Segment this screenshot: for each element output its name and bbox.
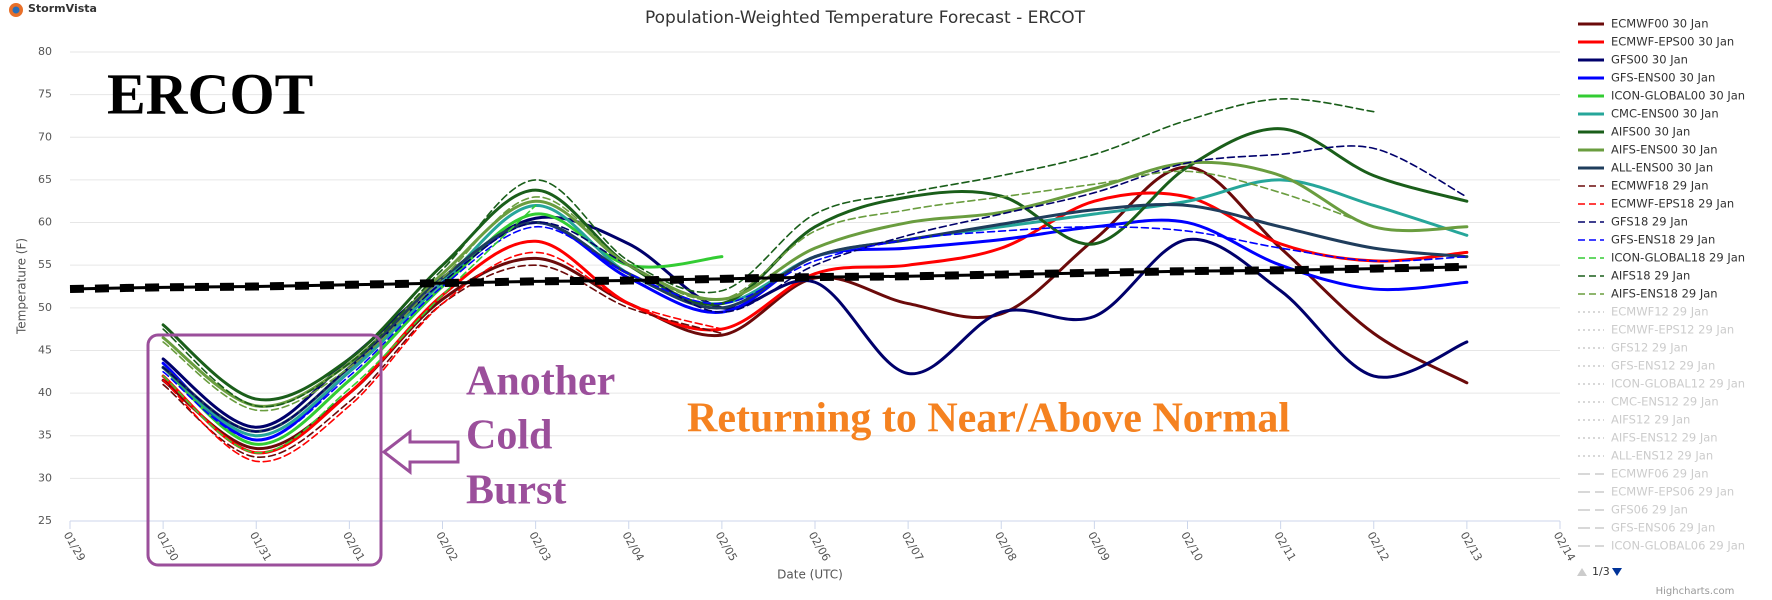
series-line: [161, 191, 1469, 455]
legend-label: GFS00 30 Jan: [1611, 53, 1688, 67]
legend-item[interactable]: ALL-ENS12 29 Jan: [1578, 449, 1713, 463]
legend-label: ECMWF-EPS18 29 Jan: [1611, 197, 1734, 211]
legend-label: ECMWF12 29 Jan: [1611, 305, 1709, 319]
legend-label: ECMWF18 29 Jan: [1611, 179, 1709, 193]
y-tick-label: 35: [38, 429, 52, 442]
legend-item[interactable]: GFS-ENS00 30 Jan: [1578, 71, 1715, 85]
legend-label: AIFS18 29 Jan: [1611, 269, 1690, 283]
legend-item[interactable]: ICON-GLOBAL06 29 Jan: [1578, 539, 1745, 553]
legend-label: GFS-ENS12 29 Jan: [1611, 359, 1715, 373]
legend-label: ECMWF-EPS12 29 Jan: [1611, 323, 1734, 337]
y-tick-label: 75: [38, 88, 52, 101]
credit[interactable]: Highcharts.com: [1656, 586, 1735, 597]
legend-label: ICON-GLOBAL00 30 Jan: [1611, 89, 1745, 103]
legend-label: GFS-ENS00 30 Jan: [1611, 71, 1715, 85]
legend-item[interactable]: ICON-GLOBAL00 30 Jan: [1578, 89, 1745, 103]
legend-label: GFS-ENS18 29 Jan: [1611, 233, 1715, 247]
legend-item[interactable]: GFS18 29 Jan: [1578, 215, 1688, 229]
highlight-box: [146, 333, 383, 567]
legend-label: AIFS-ENS18 29 Jan: [1611, 287, 1718, 301]
series-line: [161, 127, 1469, 402]
series-line: [162, 98, 1375, 408]
legend-item[interactable]: ECMWF00 30 Jan: [1578, 17, 1709, 31]
legend-label: GFS06 29 Jan: [1611, 503, 1688, 517]
legend-item[interactable]: ALL-ENS00 30 Jan: [1578, 161, 1713, 175]
legend-label: AIFS-ENS12 29 Jan: [1611, 431, 1718, 445]
legend-item[interactable]: CMC-ENS12 29 Jan: [1578, 395, 1719, 409]
legend-label: ECMWF-EPS06 29 Jan: [1611, 485, 1734, 499]
y-tick-label: 30: [38, 471, 52, 484]
legend-item[interactable]: AIFS-ENS18 29 Jan: [1578, 287, 1718, 301]
y-axis-label: Temperature (F): [15, 238, 29, 335]
legend-item[interactable]: GFS-ENS18 29 Jan: [1578, 233, 1715, 247]
y-tick-label: 70: [38, 130, 52, 143]
legend-item[interactable]: ICON-GLOBAL18 29 Jan: [1578, 251, 1745, 265]
legend-label: GFS-ENS06 29 Jan: [1611, 521, 1715, 535]
y-tick-label: 55: [38, 258, 52, 271]
x-axis-label: Date (UTC): [777, 568, 843, 582]
legend-item[interactable]: ECMWF-EPS12 29 Jan: [1578, 323, 1734, 337]
cold-label: Cold: [466, 413, 552, 459]
cold-label: Another: [466, 359, 615, 405]
legend-item[interactable]: AIFS18 29 Jan: [1578, 269, 1690, 283]
legend-label: AIFS00 30 Jan: [1611, 125, 1690, 139]
legend-label: ECMWF06 29 Jan: [1611, 467, 1709, 481]
y-tick-label: 80: [38, 45, 52, 58]
legend-label: ALL-ENS12 29 Jan: [1611, 449, 1713, 463]
y-tick-label: 45: [38, 343, 52, 356]
legend-item[interactable]: ECMWF06 29 Jan: [1578, 467, 1709, 481]
legend-item[interactable]: AIFS12 29 Jan: [1578, 413, 1690, 427]
legend-label: ICON-GLOBAL18 29 Jan: [1611, 251, 1745, 265]
legend-item[interactable]: AIFS00 30 Jan: [1578, 125, 1690, 139]
legend-item[interactable]: GFS-ENS12 29 Jan: [1578, 359, 1715, 373]
logo: StormVista: [28, 2, 97, 15]
legend-label: AIFS12 29 Jan: [1611, 413, 1690, 427]
legend-item[interactable]: ECMWF-EPS06 29 Jan: [1578, 485, 1734, 499]
y-tick-label: 65: [38, 173, 52, 186]
chart-title: Population-Weighted Temperature Forecast…: [645, 8, 1086, 28]
normal-line-dash: [69, 262, 1467, 294]
series-line: [162, 204, 537, 454]
legend-item[interactable]: GFS12 29 Jan: [1578, 341, 1688, 355]
legend-label: ICON-GLOBAL12 29 Jan: [1611, 377, 1745, 391]
y-tick-label: 60: [38, 216, 52, 229]
legend-label: CMC-ENS00 30 Jan: [1611, 107, 1719, 121]
legend-item[interactable]: ECMWF12 29 Jan: [1578, 305, 1709, 319]
y-tick-label: 50: [38, 301, 52, 314]
legend-label: ECMWF-EPS00 30 Jan: [1611, 35, 1734, 49]
legend-label: ICON-GLOBAL06 29 Jan: [1611, 539, 1745, 553]
pager-down[interactable]: [1612, 568, 1622, 576]
arrow: [381, 428, 460, 476]
plot: [69, 98, 1469, 463]
pager-up[interactable]: [1577, 568, 1587, 576]
legend-label: GFS18 29 Jan: [1611, 215, 1688, 229]
legend-item[interactable]: ECMWF-EPS18 29 Jan: [1578, 197, 1734, 211]
legend-label: AIFS-ENS00 30 Jan: [1611, 143, 1718, 157]
legend-item[interactable]: AIFS-ENS00 30 Jan: [1578, 143, 1718, 157]
outlook-label: Returning to Near/Above Normal: [687, 396, 1290, 442]
legend-label: ECMWF00 30 Jan: [1611, 17, 1709, 31]
legend-item[interactable]: GFS00 30 Jan: [1578, 53, 1688, 67]
legend-item[interactable]: CMC-ENS00 30 Jan: [1578, 107, 1719, 121]
logo-icon-inner: [12, 6, 20, 14]
legend-item[interactable]: GFS06 29 Jan: [1578, 503, 1688, 517]
legend-label: ALL-ENS00 30 Jan: [1611, 161, 1713, 175]
y-tick-label: 40: [38, 386, 52, 399]
legend-label: GFS12 29 Jan: [1611, 341, 1688, 355]
y-tick-label: 25: [38, 514, 52, 527]
cold-label: Burst: [466, 468, 566, 514]
legend-item[interactable]: ECMWF-EPS00 30 Jan: [1578, 35, 1734, 49]
legend-item[interactable]: ICON-GLOBAL12 29 Jan: [1578, 377, 1745, 391]
series-line: [162, 251, 723, 463]
series-line: [162, 170, 1375, 412]
legend-item[interactable]: ECMWF18 29 Jan: [1578, 179, 1709, 193]
region-label: ERCOT: [107, 61, 313, 126]
legend-item[interactable]: GFS-ENS06 29 Jan: [1578, 521, 1715, 535]
legend-item[interactable]: AIFS-ENS12 29 Jan: [1578, 431, 1718, 445]
legend-pager: 1/3: [1592, 565, 1610, 578]
legend: ECMWF00 30 Jan ECMWF-EPS00 30 Jan GFS00 30…: [1578, 17, 1745, 553]
legend-label: CMC-ENS12 29 Jan: [1611, 395, 1719, 409]
